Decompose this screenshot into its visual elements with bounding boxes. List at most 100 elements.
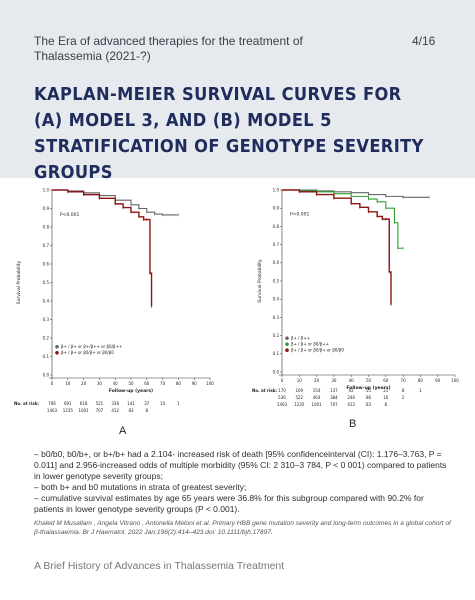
y-tick-label: 0.4 (43, 298, 50, 303)
x-axis-label: Follow-up (years) (109, 388, 153, 394)
risk-table-label: No. at risk: (252, 388, 277, 393)
risk-table-cell: 2 (402, 395, 405, 400)
x-tick-label: 100 (451, 378, 459, 383)
page-number: 4/16 (412, 34, 436, 48)
y-tick-label: 0.2 (273, 333, 280, 338)
x-tick-label: 40 (349, 378, 355, 383)
y-tick-label: 0.6 (43, 261, 50, 266)
x-tick-label: 60 (144, 381, 150, 386)
risk-table-cell: 92 (349, 388, 355, 393)
risk-table-cell: 1001 (312, 402, 323, 407)
y-tick-label: 0.3 (43, 317, 50, 322)
risk-table-cell: 521 (96, 401, 104, 406)
y-tick-label: 0.7 (273, 242, 280, 247)
risk-table-cell: 141 (127, 401, 135, 406)
slide-title: KAPLAN-MEIER SURVIVAL CURVES FOR (A) MOD… (34, 85, 424, 183)
y-tick-label: 0.3 (273, 315, 280, 320)
y-tick-label: 0.8 (273, 224, 280, 229)
legend-marker (55, 351, 59, 355)
risk-table-cell: 1 (419, 388, 422, 393)
y-tick-label: 0.6 (273, 260, 280, 265)
risk-table-cell: 86 (366, 395, 372, 400)
x-tick-label: 10 (297, 378, 303, 383)
risk-table-cell: 707 (96, 408, 104, 413)
note-item: – cumulative survival estimates by age 6… (34, 493, 424, 514)
legend-label: β+ / β+ or β+/β++ or β0/β++ (61, 344, 122, 349)
risk-table-cell: 1235 (294, 402, 305, 407)
x-tick-label: 80 (418, 378, 424, 383)
x-tick-label: 30 (331, 378, 337, 383)
legend-marker (285, 342, 289, 346)
risk-table-cell: 1001 (79, 408, 90, 413)
risk-table-cell: 1403 (277, 402, 288, 407)
risk-table-cell: 21 (383, 388, 389, 393)
risk-table-cell: 1 (177, 401, 180, 406)
survival-curve (282, 189, 392, 305)
risk-table-cell: 169 (295, 388, 303, 393)
panel-letter-b: B (349, 418, 357, 430)
x-axis-label: Follow-up (years) (346, 385, 390, 391)
risk-table-cell: 170 (278, 388, 286, 393)
x-tick-label: 70 (160, 381, 166, 386)
findings-notes: – b0/b0, b0/b+, or b+/b+ had a 2.104- in… (34, 449, 454, 515)
x-tick-label: 20 (81, 381, 87, 386)
risk-table-cell: 8 (402, 388, 405, 393)
x-tick-label: 0 (281, 378, 284, 383)
y-tick-label: 0.8 (43, 224, 50, 229)
risk-table-cell: 154 (313, 388, 321, 393)
risk-table-cell: 55 (366, 388, 372, 393)
risk-table-cell: 464 (313, 395, 321, 400)
risk-table-cell: 536 (278, 395, 286, 400)
y-axis-label: Survival Probability (257, 259, 263, 303)
risk-table-cell: 1403 (47, 408, 58, 413)
y-tick-label: 0.5 (43, 280, 50, 285)
x-tick-label: 40 (113, 381, 119, 386)
legend-label: β+ / β+ or β0/β+ or β0/β0 (61, 350, 114, 355)
header-band (0, 0, 475, 178)
x-tick-label: 50 (128, 381, 134, 386)
x-tick-label: 0 (51, 381, 54, 386)
risk-table-cell: 1235 (63, 408, 74, 413)
citation: Khaled M Musallam , Angela Vitrano , Ant… (34, 520, 451, 536)
y-tick-label: 0.0 (43, 372, 50, 377)
x-tick-label: 90 (435, 378, 441, 383)
risk-table-cell: 83 (366, 402, 372, 407)
survival-curve (52, 189, 153, 307)
risk-table-cell: 246 (347, 395, 355, 400)
y-tick-label: 0.5 (273, 278, 280, 283)
risk-table-cell: 707 (330, 402, 338, 407)
risk-table-cell: 8 (385, 402, 388, 407)
kaplan-meier-figures: 0.00.10.20.30.40.50.60.70.80.91.00 10 20 30… (14, 187, 459, 413)
p-value-annotation: P<0.001 (60, 212, 80, 218)
risk-table-cell: 83 (128, 408, 134, 413)
legend-label: β+ / β+ or β0/β++ (291, 342, 329, 347)
footer-text: A Brief History of Advances in Thalassem… (34, 560, 285, 572)
risk-table-cell: 706 (48, 401, 56, 406)
risk-table-cell: 16 (383, 395, 389, 400)
y-tick-label: 0.1 (273, 351, 280, 356)
x-tick-label: 70 (401, 378, 407, 383)
y-axis-label: Survival Probability (16, 260, 22, 304)
y-tick-label: 0.0 (273, 369, 280, 374)
x-tick-label: 50 (366, 378, 372, 383)
y-tick-label: 1.0 (43, 187, 50, 192)
risk-table-cell: 37 (144, 401, 150, 406)
p-value-annotation: P<0.001 (290, 211, 310, 217)
y-tick-label: 0.9 (43, 206, 50, 211)
note-item: – b0/b0, b0/b+, or b+/b+ had a 2.104- in… (34, 449, 447, 481)
legend-label: β+ / β+ or β0/β+ or β0/β0 (291, 348, 344, 353)
risk-table-label: No. at risk: (14, 401, 39, 406)
risk-table-cell: 618 (80, 401, 88, 406)
y-tick-label: 0.7 (43, 243, 50, 248)
risk-table-cell: 338 (111, 401, 119, 406)
legend-marker (55, 345, 59, 349)
note-item: – both b+ and b0 mutations in strata of … (34, 482, 247, 492)
y-tick-label: 0.1 (43, 354, 50, 359)
x-tick-label: 20 (314, 378, 320, 383)
x-tick-label: 10 (65, 381, 71, 386)
x-tick-label: 80 (176, 381, 182, 386)
legend-label: β+ / β++ (291, 336, 310, 341)
panel-letter-a: A (119, 425, 127, 437)
risk-table-cell: 8 (146, 408, 149, 413)
risk-table-cell: 384 (330, 395, 338, 400)
